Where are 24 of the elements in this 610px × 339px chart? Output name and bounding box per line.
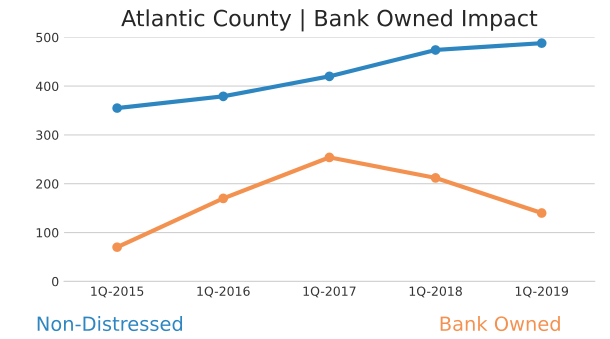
- y-tick-label: 0: [52, 276, 58, 286]
- x-tick-label: 1Q-2019: [516, 286, 568, 298]
- text: Bank Owned: [440, 316, 560, 332]
- x-tick-label: 1Q-2016: [197, 286, 250, 298]
- y-tick-label: 200: [36, 179, 58, 189]
- x-tick-label: 1Q-2017: [304, 286, 356, 298]
- x-tick-label: 1Q-2018: [410, 286, 462, 298]
- point: [112, 242, 122, 252]
- point: [430, 173, 440, 183]
- y-tick-label: 300: [36, 130, 58, 140]
- text: Non-Distressed: [38, 316, 182, 332]
- point: [324, 152, 334, 162]
- chart-title: Atlantic County | Bank Owned Impact: [121, 9, 538, 32]
- y-tick-label: 100: [36, 228, 58, 238]
- point: [430, 45, 440, 55]
- point: [112, 103, 122, 113]
- point: [536, 208, 547, 218]
- point: [218, 91, 228, 102]
- point: [324, 71, 334, 82]
- point: [536, 38, 547, 48]
- y-tick-label: 500: [36, 32, 58, 42]
- y-tick-label: 400: [36, 82, 58, 92]
- point: [218, 194, 228, 204]
- x-tick-label: 1Q-2015: [91, 286, 144, 298]
